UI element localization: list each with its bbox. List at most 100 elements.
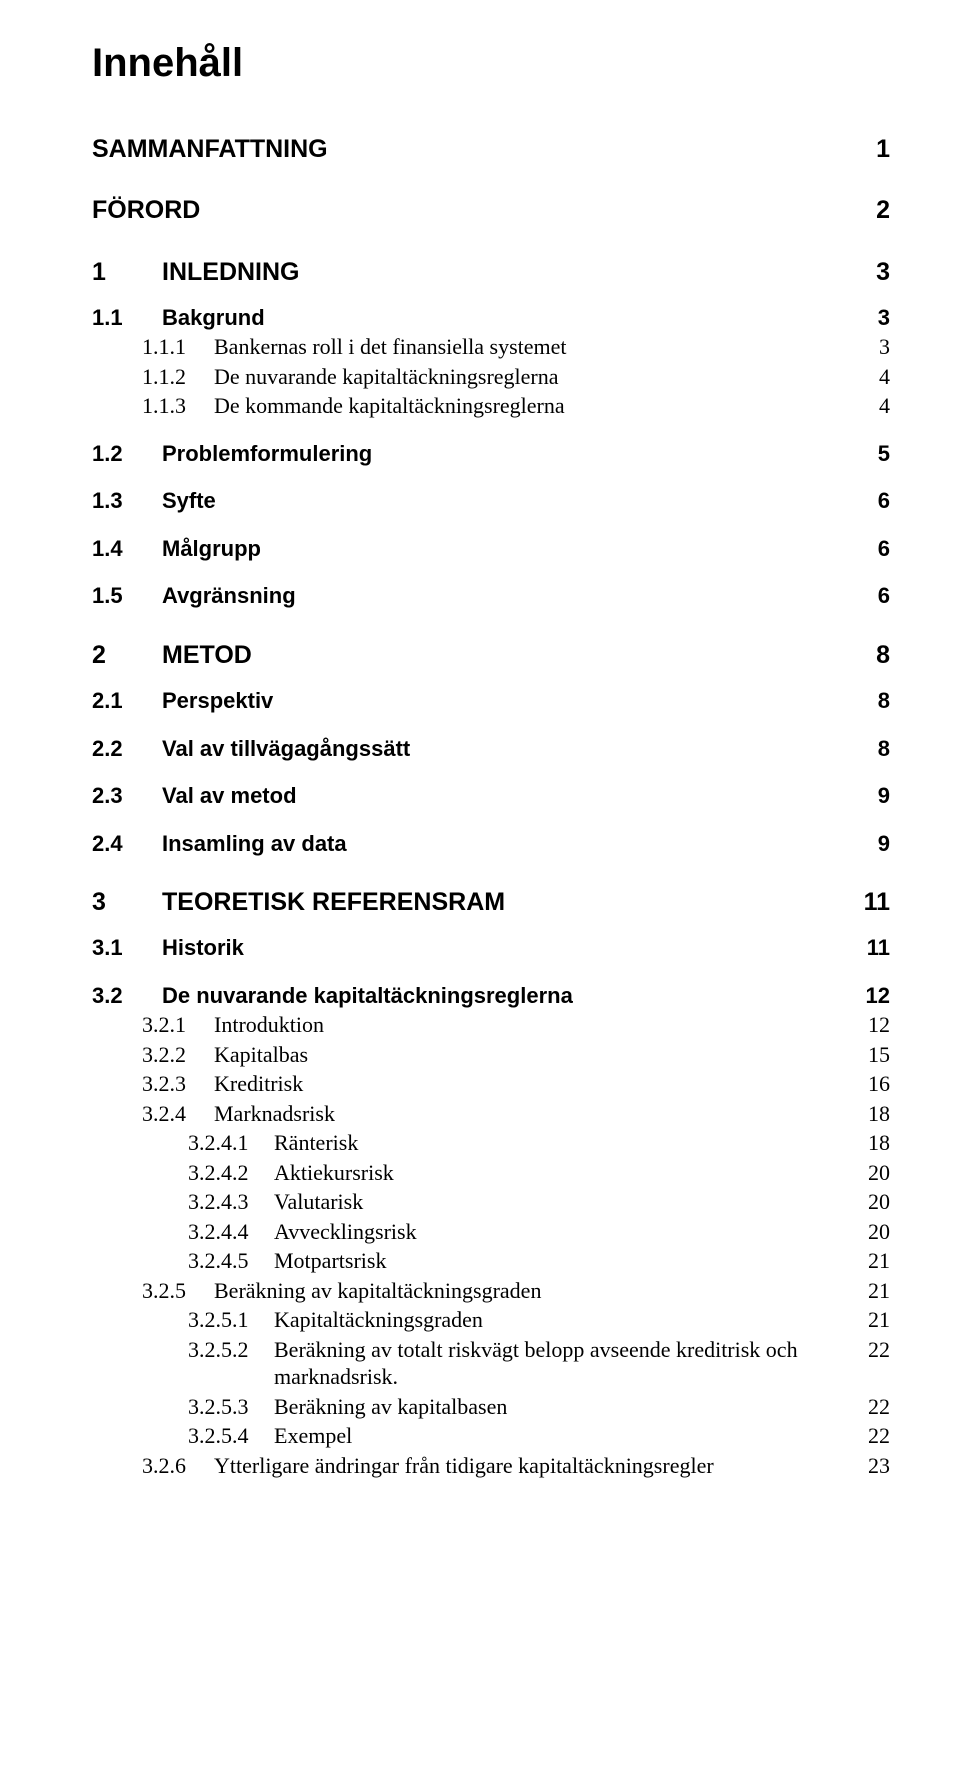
toc-entry-page: 23 bbox=[850, 1452, 890, 1480]
toc-entry-label: De nuvarande kapitaltäckningsreglerna bbox=[162, 982, 850, 1010]
toc-entry: 3.2.4Marknadsrisk18 bbox=[92, 1100, 890, 1128]
toc-entry-label: Perspektiv bbox=[162, 687, 850, 715]
toc-entry-label: Bankernas roll i det finansiella systeme… bbox=[214, 333, 850, 361]
toc-entry: 3.2.5Beräkning av kapitaltäckningsgraden… bbox=[92, 1277, 890, 1305]
toc-entry-number: 2.3 bbox=[92, 782, 162, 810]
toc-entry-page: 15 bbox=[850, 1041, 890, 1069]
toc-entry-page: 6 bbox=[850, 487, 890, 515]
toc-entry: 3.2.5.1Kapitaltäckningsgraden21 bbox=[92, 1306, 890, 1334]
toc-entry-page: 12 bbox=[850, 982, 890, 1010]
toc-entry: 1.2Problemformulering5 bbox=[92, 440, 890, 468]
toc-entry-number: 3.2.5.4 bbox=[188, 1422, 274, 1450]
toc-entry-number: 2.2 bbox=[92, 735, 162, 763]
toc-entry: 2.2Val av tillvägagångssätt8 bbox=[92, 735, 890, 763]
toc-entry: 3.2.4.3Valutarisk20 bbox=[92, 1188, 890, 1216]
toc-entry-label: TEORETISK REFERENSRAM bbox=[162, 887, 850, 918]
toc-entry-label: Val av metod bbox=[162, 782, 850, 810]
toc-entry: 1.1.2De nuvarande kapitaltäckningsregler… bbox=[92, 363, 890, 391]
toc-entry: 3.2De nuvarande kapitaltäckningsreglerna… bbox=[92, 982, 890, 1010]
toc-entry-page: 21 bbox=[850, 1247, 890, 1275]
toc-entry: 2.3Val av metod9 bbox=[92, 782, 890, 810]
toc-entry-page: 18 bbox=[850, 1129, 890, 1157]
toc-entry-page: 22 bbox=[850, 1336, 890, 1364]
toc-entry-page: 11 bbox=[850, 887, 890, 918]
toc-entry-number: 3.2.5 bbox=[142, 1277, 214, 1305]
toc-entry-number: 3.2.4.5 bbox=[188, 1247, 274, 1275]
toc-entry-page: 12 bbox=[850, 1011, 890, 1039]
toc-entry: 2METOD8 bbox=[92, 640, 890, 671]
toc-entry-page: 11 bbox=[850, 934, 890, 962]
toc-entry: 3.2.4.5Motpartsrisk21 bbox=[92, 1247, 890, 1275]
page-title: Innehåll bbox=[92, 38, 890, 88]
toc-entry-page: 8 bbox=[850, 640, 890, 671]
toc-entry-page: 1 bbox=[850, 134, 890, 165]
toc-entry-label: Aktiekursrisk bbox=[274, 1159, 850, 1187]
toc-entry-label: Kreditrisk bbox=[214, 1070, 850, 1098]
toc-entry-label: Beräkning av totalt riskvägt belopp avse… bbox=[274, 1336, 850, 1391]
toc-entry: 3.2.4.4Avvecklingsrisk20 bbox=[92, 1218, 890, 1246]
toc-entry-page: 20 bbox=[850, 1218, 890, 1246]
toc-entry-number: 3.2.6 bbox=[142, 1452, 214, 1480]
toc-entry-number: 3.2.5.2 bbox=[188, 1336, 274, 1364]
toc-entry-number: 3.2.4.2 bbox=[188, 1159, 274, 1187]
toc-entry-number: 1.2 bbox=[92, 440, 162, 468]
toc-entry-label: METOD bbox=[162, 640, 850, 671]
toc-entry-label: Bakgrund bbox=[162, 304, 850, 332]
toc-entry-label: SAMMANFATTNING bbox=[92, 134, 850, 165]
toc-entry-page: 16 bbox=[850, 1070, 890, 1098]
toc-entry-label: Ränterisk bbox=[274, 1129, 850, 1157]
toc-entry-label: De nuvarande kapitaltäckningsreglerna bbox=[214, 363, 850, 391]
toc-entry-page: 3 bbox=[850, 304, 890, 332]
toc-entry-page: 9 bbox=[850, 782, 890, 810]
toc-entry: 3.2.4.2Aktiekursrisk20 bbox=[92, 1159, 890, 1187]
toc-entry-label: Val av tillvägagångssätt bbox=[162, 735, 850, 763]
toc-entry-number: 2.4 bbox=[92, 830, 162, 858]
toc-entry-number: 1 bbox=[92, 257, 162, 288]
toc-entry: 3.2.3Kreditrisk16 bbox=[92, 1070, 890, 1098]
toc-entry-label: Beräkning av kapitalbasen bbox=[274, 1393, 850, 1421]
toc-entry-page: 3 bbox=[850, 333, 890, 361]
toc-entry: 2.1Perspektiv8 bbox=[92, 687, 890, 715]
toc-entry-page: 6 bbox=[850, 582, 890, 610]
toc-entry-number: 3.2.3 bbox=[142, 1070, 214, 1098]
toc-entry-label: Kapitalbas bbox=[214, 1041, 850, 1069]
toc-entry-page: 18 bbox=[850, 1100, 890, 1128]
toc-entry: 2.4Insamling av data9 bbox=[92, 830, 890, 858]
toc-entry: 3.2.6Ytterligare ändringar från tidigare… bbox=[92, 1452, 890, 1480]
toc-entry-page: 20 bbox=[850, 1159, 890, 1187]
toc-entry-label: Insamling av data bbox=[162, 830, 850, 858]
toc-entry: 1.5Avgränsning6 bbox=[92, 582, 890, 610]
toc-entry-label: Målgrupp bbox=[162, 535, 850, 563]
toc-entry-page: 22 bbox=[850, 1393, 890, 1421]
toc-entry-number: 3.2.5.1 bbox=[188, 1306, 274, 1334]
toc-entry-label: Historik bbox=[162, 934, 850, 962]
toc-entry-page: 2 bbox=[850, 195, 890, 226]
toc-entry-page: 8 bbox=[850, 687, 890, 715]
toc-entry-label: Avvecklingsrisk bbox=[274, 1218, 850, 1246]
toc-entry-number: 3.2 bbox=[92, 982, 162, 1010]
toc-entry-label: Beräkning av kapitaltäckningsgraden bbox=[214, 1277, 850, 1305]
toc-entry-page: 6 bbox=[850, 535, 890, 563]
toc-entry-number: 1.1.1 bbox=[142, 333, 214, 361]
toc-entry-page: 21 bbox=[850, 1277, 890, 1305]
toc-entry-label: INLEDNING bbox=[162, 257, 850, 288]
toc-entry-label: Marknadsrisk bbox=[214, 1100, 850, 1128]
toc-entry-number: 3.1 bbox=[92, 934, 162, 962]
toc-entry: 3.2.2Kapitalbas15 bbox=[92, 1041, 890, 1069]
toc-entry-page: 8 bbox=[850, 735, 890, 763]
toc-entry-number: 3.2.5.3 bbox=[188, 1393, 274, 1421]
toc-entry: FÖRORD2 bbox=[92, 195, 890, 226]
toc-entry: 1INLEDNING3 bbox=[92, 257, 890, 288]
toc-entry-label: Ytterligare ändringar från tidigare kapi… bbox=[214, 1452, 850, 1480]
table-of-contents: SAMMANFATTNING1FÖRORD21INLEDNING31.1Bakg… bbox=[92, 134, 890, 1479]
toc-entry-number: 3.2.1 bbox=[142, 1011, 214, 1039]
toc-entry-page: 20 bbox=[850, 1188, 890, 1216]
toc-entry: 3.2.5.4Exempel22 bbox=[92, 1422, 890, 1450]
toc-entry-label: FÖRORD bbox=[92, 195, 850, 226]
toc-entry: 3TEORETISK REFERENSRAM11 bbox=[92, 887, 890, 918]
toc-entry-label: Introduktion bbox=[214, 1011, 850, 1039]
toc-entry-page: 22 bbox=[850, 1422, 890, 1450]
toc-entry-number: 1.1.3 bbox=[142, 392, 214, 420]
toc-entry: 1.4Målgrupp6 bbox=[92, 535, 890, 563]
toc-entry-label: Problemformulering bbox=[162, 440, 850, 468]
